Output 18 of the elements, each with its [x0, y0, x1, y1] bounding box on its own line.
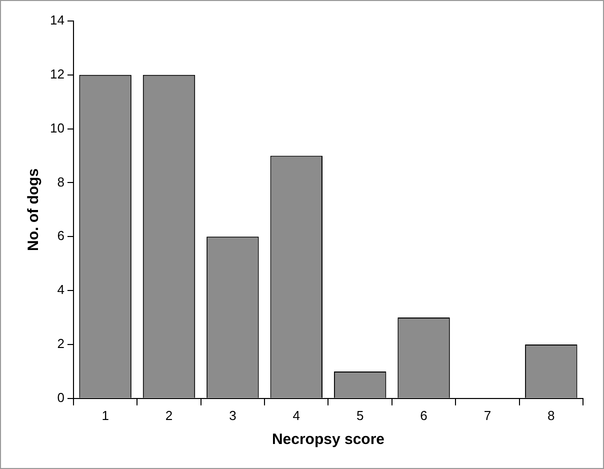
x-tick-label: 5 — [356, 408, 364, 423]
y-tick-label: 14 — [50, 12, 64, 28]
y-tick-label: 6 — [57, 228, 64, 244]
x-tick-label: 4 — [292, 408, 300, 423]
y-tick-label: 2 — [57, 336, 64, 352]
x-tick-label: 2 — [165, 408, 173, 423]
y-tick-label: 12 — [50, 66, 64, 82]
x-tick-label: 7 — [484, 408, 492, 423]
x-tick-label: 6 — [420, 408, 428, 423]
y-tick-label: 8 — [57, 174, 64, 190]
y-tick-label: 4 — [57, 282, 64, 298]
x-tick-label: 1 — [102, 408, 109, 423]
y-tick-label: 10 — [50, 120, 64, 136]
y-axis-title: No. of dogs — [25, 168, 42, 251]
x-tick-label: 3 — [229, 408, 236, 423]
x-axis-title: Necropsy score — [272, 431, 385, 448]
y-tick-label: 0 — [57, 390, 64, 405]
x-tick-label: 8 — [548, 408, 555, 423]
